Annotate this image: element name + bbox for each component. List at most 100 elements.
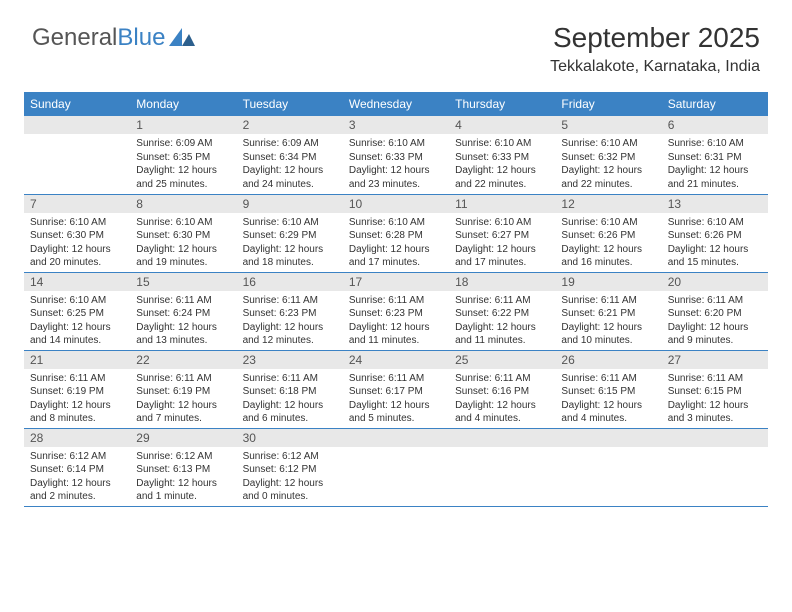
day-cell: 12Sunrise: 6:10 AMSunset: 6:26 PMDayligh…: [555, 194, 661, 272]
day-cell: 19Sunrise: 6:11 AMSunset: 6:21 PMDayligh…: [555, 272, 661, 350]
day-cell: 5Sunrise: 6:10 AMSunset: 6:32 PMDaylight…: [555, 116, 661, 194]
day-cell: 9Sunrise: 6:10 AMSunset: 6:29 PMDaylight…: [237, 194, 343, 272]
day-cell: [555, 428, 661, 506]
day-cell: 23Sunrise: 6:11 AMSunset: 6:18 PMDayligh…: [237, 350, 343, 428]
day-number: 23: [237, 351, 343, 369]
day-number: 28: [24, 429, 130, 447]
day-info: Sunrise: 6:10 AMSunset: 6:32 PMDaylight:…: [555, 134, 661, 193]
day-number: 3: [343, 116, 449, 134]
day-number: 20: [662, 273, 768, 291]
day-header: Monday: [130, 92, 236, 116]
day-cell: 10Sunrise: 6:10 AMSunset: 6:28 PMDayligh…: [343, 194, 449, 272]
month-title: September 2025: [550, 22, 760, 54]
day-cell: 16Sunrise: 6:11 AMSunset: 6:23 PMDayligh…: [237, 272, 343, 350]
day-number: 2: [237, 116, 343, 134]
day-cell: [449, 428, 555, 506]
day-cell: 25Sunrise: 6:11 AMSunset: 6:16 PMDayligh…: [449, 350, 555, 428]
day-info: Sunrise: 6:11 AMSunset: 6:16 PMDaylight:…: [449, 369, 555, 428]
day-cell: 14Sunrise: 6:10 AMSunset: 6:25 PMDayligh…: [24, 272, 130, 350]
day-number: 6: [662, 116, 768, 134]
day-header: Wednesday: [343, 92, 449, 116]
day-info: Sunrise: 6:10 AMSunset: 6:30 PMDaylight:…: [24, 213, 130, 272]
day-info: Sunrise: 6:10 AMSunset: 6:25 PMDaylight:…: [24, 291, 130, 350]
day-cell: [24, 116, 130, 194]
day-number: 30: [237, 429, 343, 447]
day-number: 21: [24, 351, 130, 369]
day-info: Sunrise: 6:10 AMSunset: 6:28 PMDaylight:…: [343, 213, 449, 272]
day-cell: 13Sunrise: 6:10 AMSunset: 6:26 PMDayligh…: [662, 194, 768, 272]
day-info: Sunrise: 6:11 AMSunset: 6:24 PMDaylight:…: [130, 291, 236, 350]
day-cell: 4Sunrise: 6:10 AMSunset: 6:33 PMDaylight…: [449, 116, 555, 194]
day-number: 19: [555, 273, 661, 291]
day-info: Sunrise: 6:11 AMSunset: 6:17 PMDaylight:…: [343, 369, 449, 428]
day-info: Sunrise: 6:10 AMSunset: 6:31 PMDaylight:…: [662, 134, 768, 193]
day-info: Sunrise: 6:09 AMSunset: 6:35 PMDaylight:…: [130, 134, 236, 193]
day-cell: 22Sunrise: 6:11 AMSunset: 6:19 PMDayligh…: [130, 350, 236, 428]
day-number: 12: [555, 195, 661, 213]
logo-text-1: General: [32, 24, 117, 52]
day-cell: 18Sunrise: 6:11 AMSunset: 6:22 PMDayligh…: [449, 272, 555, 350]
day-info: Sunrise: 6:10 AMSunset: 6:26 PMDaylight:…: [662, 213, 768, 272]
day-info: Sunrise: 6:11 AMSunset: 6:19 PMDaylight:…: [130, 369, 236, 428]
day-info: Sunrise: 6:11 AMSunset: 6:23 PMDaylight:…: [237, 291, 343, 350]
day-info: Sunrise: 6:10 AMSunset: 6:27 PMDaylight:…: [449, 213, 555, 272]
day-info: Sunrise: 6:11 AMSunset: 6:21 PMDaylight:…: [555, 291, 661, 350]
day-number: 9: [237, 195, 343, 213]
day-number: 25: [449, 351, 555, 369]
week-row: 1Sunrise: 6:09 AMSunset: 6:35 PMDaylight…: [24, 116, 768, 194]
location: Tekkalakote, Karnataka, India: [550, 58, 760, 76]
day-header: Sunday: [24, 92, 130, 116]
logo-text-2: Blue: [117, 24, 165, 52]
day-cell: 7Sunrise: 6:10 AMSunset: 6:30 PMDaylight…: [24, 194, 130, 272]
calendar-table: SundayMondayTuesdayWednesdayThursdayFrid…: [24, 92, 768, 507]
day-cell: 27Sunrise: 6:11 AMSunset: 6:15 PMDayligh…: [662, 350, 768, 428]
day-cell: 29Sunrise: 6:12 AMSunset: 6:13 PMDayligh…: [130, 428, 236, 506]
day-cell: [343, 428, 449, 506]
day-info: Sunrise: 6:12 AMSunset: 6:13 PMDaylight:…: [130, 447, 236, 506]
day-info: Sunrise: 6:11 AMSunset: 6:15 PMDaylight:…: [555, 369, 661, 428]
day-cell: 28Sunrise: 6:12 AMSunset: 6:14 PMDayligh…: [24, 428, 130, 506]
day-number: 22: [130, 351, 236, 369]
day-info: Sunrise: 6:11 AMSunset: 6:19 PMDaylight:…: [24, 369, 130, 428]
day-cell: 1Sunrise: 6:09 AMSunset: 6:35 PMDaylight…: [130, 116, 236, 194]
day-number: 10: [343, 195, 449, 213]
day-cell: 8Sunrise: 6:10 AMSunset: 6:30 PMDaylight…: [130, 194, 236, 272]
day-cell: 17Sunrise: 6:11 AMSunset: 6:23 PMDayligh…: [343, 272, 449, 350]
day-cell: 6Sunrise: 6:10 AMSunset: 6:31 PMDaylight…: [662, 116, 768, 194]
day-number: 27: [662, 351, 768, 369]
day-header: Thursday: [449, 92, 555, 116]
day-info: Sunrise: 6:11 AMSunset: 6:23 PMDaylight:…: [343, 291, 449, 350]
day-number: 5: [555, 116, 661, 134]
day-cell: 15Sunrise: 6:11 AMSunset: 6:24 PMDayligh…: [130, 272, 236, 350]
day-info: Sunrise: 6:10 AMSunset: 6:26 PMDaylight:…: [555, 213, 661, 272]
day-number: 4: [449, 116, 555, 134]
day-header: Saturday: [662, 92, 768, 116]
day-info: Sunrise: 6:10 AMSunset: 6:33 PMDaylight:…: [449, 134, 555, 193]
day-header: Friday: [555, 92, 661, 116]
day-number: 11: [449, 195, 555, 213]
day-cell: 30Sunrise: 6:12 AMSunset: 6:12 PMDayligh…: [237, 428, 343, 506]
day-info: Sunrise: 6:12 AMSunset: 6:14 PMDaylight:…: [24, 447, 130, 506]
day-number: 29: [130, 429, 236, 447]
day-number: 26: [555, 351, 661, 369]
day-cell: [662, 428, 768, 506]
day-number: 8: [130, 195, 236, 213]
day-info: Sunrise: 6:09 AMSunset: 6:34 PMDaylight:…: [237, 134, 343, 193]
day-cell: 11Sunrise: 6:10 AMSunset: 6:27 PMDayligh…: [449, 194, 555, 272]
day-number: 7: [24, 195, 130, 213]
day-number: 1: [130, 116, 236, 134]
week-row: 21Sunrise: 6:11 AMSunset: 6:19 PMDayligh…: [24, 350, 768, 428]
day-info: Sunrise: 6:11 AMSunset: 6:18 PMDaylight:…: [237, 369, 343, 428]
day-number: 17: [343, 273, 449, 291]
day-info: Sunrise: 6:10 AMSunset: 6:29 PMDaylight:…: [237, 213, 343, 272]
logo-icon: [169, 28, 195, 48]
week-row: 7Sunrise: 6:10 AMSunset: 6:30 PMDaylight…: [24, 194, 768, 272]
day-info: Sunrise: 6:10 AMSunset: 6:33 PMDaylight:…: [343, 134, 449, 193]
day-cell: 20Sunrise: 6:11 AMSunset: 6:20 PMDayligh…: [662, 272, 768, 350]
logo: GeneralBlue: [32, 24, 195, 52]
week-row: 28Sunrise: 6:12 AMSunset: 6:14 PMDayligh…: [24, 428, 768, 506]
day-info: Sunrise: 6:11 AMSunset: 6:20 PMDaylight:…: [662, 291, 768, 350]
day-number: 14: [24, 273, 130, 291]
day-info: Sunrise: 6:12 AMSunset: 6:12 PMDaylight:…: [237, 447, 343, 506]
day-cell: 24Sunrise: 6:11 AMSunset: 6:17 PMDayligh…: [343, 350, 449, 428]
